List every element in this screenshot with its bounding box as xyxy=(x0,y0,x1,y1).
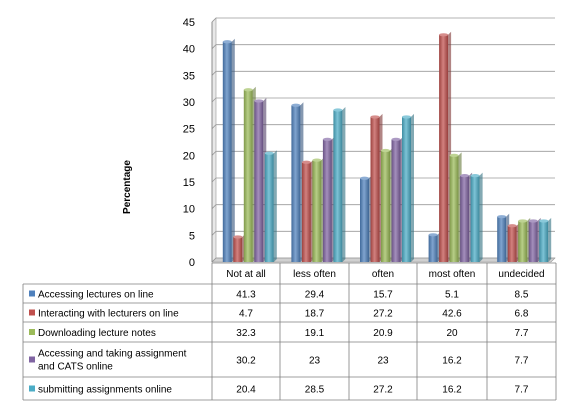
table-cell-value: 4.7 xyxy=(239,309,253,320)
y-tick-label: 25 xyxy=(183,124,195,136)
legend-label: Accessing and taking assignment xyxy=(38,349,187,360)
data-table: Not at all less often often most often undec… xyxy=(22,262,557,401)
bar xyxy=(449,152,462,262)
y-axis-title: Percentage xyxy=(122,160,133,214)
bar xyxy=(381,147,393,262)
bar xyxy=(391,136,404,262)
bar xyxy=(460,172,473,262)
bar xyxy=(264,150,277,262)
bar xyxy=(518,217,531,262)
bar xyxy=(301,159,314,262)
legend-label: Downloading lecture notes xyxy=(38,328,156,339)
bar xyxy=(360,175,372,262)
y-axis: 0 5 10 15 20 25 30 35 40 45 xyxy=(183,17,213,269)
table-cell-value: 18.7 xyxy=(305,309,325,320)
table-cell-value: 23 xyxy=(377,356,389,367)
table-cell-value: 20.4 xyxy=(236,385,256,396)
x-category-label: Not at all xyxy=(226,269,265,280)
y-tick-label: 10 xyxy=(183,204,195,216)
bar xyxy=(402,113,414,262)
table-cell-value: 27.2 xyxy=(373,385,393,396)
bar xyxy=(528,217,541,262)
bar xyxy=(222,38,235,262)
bar xyxy=(233,233,246,262)
y-tick-label: 35 xyxy=(183,70,195,82)
table-cell-value: 32.3 xyxy=(236,328,256,339)
table-cell-value: 28.5 xyxy=(305,385,325,396)
y-tick-label: 20 xyxy=(183,150,195,162)
gridline xyxy=(211,70,555,76)
y-tick-label: 0 xyxy=(189,257,195,269)
table-cell-value: 19.1 xyxy=(305,328,325,339)
legend-label: submitting assignments online xyxy=(38,385,172,396)
legend-key xyxy=(29,290,35,297)
bar xyxy=(497,213,510,262)
table-cell-value: 7.7 xyxy=(515,356,529,367)
table-cell-value: 20 xyxy=(446,328,458,339)
bar xyxy=(439,31,452,262)
bar xyxy=(322,136,335,262)
bar xyxy=(312,157,325,262)
table-cell-value: 29.4 xyxy=(305,290,325,301)
bar xyxy=(243,86,256,262)
bars xyxy=(222,31,552,262)
table-cell-value: 5.1 xyxy=(445,290,459,301)
bar xyxy=(470,172,483,262)
table-cell-value: 41.3 xyxy=(236,290,256,301)
table-cell-value: 23 xyxy=(309,356,321,367)
table-cell-value: 6.8 xyxy=(515,309,529,320)
table-cell-value: 42.6 xyxy=(442,309,462,320)
x-category-label: less often xyxy=(293,269,336,280)
table-cell-value: 27.2 xyxy=(373,309,393,320)
legend-label: and CATS online xyxy=(38,362,113,373)
side-wall xyxy=(211,17,217,263)
bar xyxy=(539,217,552,262)
legend-label: Interacting with lecturers on line xyxy=(38,309,179,320)
bar xyxy=(370,113,383,262)
y-tick-label: 30 xyxy=(183,97,195,109)
x-category-label: undecided xyxy=(498,269,544,280)
legend-key xyxy=(29,385,35,392)
table-cell-value: 16.2 xyxy=(442,385,462,396)
legend-key xyxy=(29,329,35,335)
gridline xyxy=(211,44,555,49)
bar xyxy=(428,231,441,262)
table-cell-value: 8.5 xyxy=(515,290,529,301)
table-cell-value: 7.7 xyxy=(515,385,529,396)
legend-label: Accessing lectures on line xyxy=(38,290,154,301)
table-cell-value: 15.7 xyxy=(373,290,393,301)
table-cell-value: 16.2 xyxy=(442,356,462,367)
legend-key xyxy=(29,309,35,316)
y-tick-label: 40 xyxy=(183,44,195,56)
bar xyxy=(291,102,304,262)
x-category-label: most often xyxy=(429,269,476,280)
bar xyxy=(333,107,346,262)
gridline xyxy=(211,17,555,23)
x-category-label: often xyxy=(372,269,394,280)
table-cell-value: 7.7 xyxy=(515,328,529,339)
table-cell-value: 20.9 xyxy=(373,328,393,339)
table-cell-value: 30.2 xyxy=(236,356,256,367)
bar xyxy=(254,97,267,262)
y-tick-label: 45 xyxy=(183,17,195,29)
bar xyxy=(507,222,520,262)
legend-key xyxy=(29,356,35,363)
y-tick-label: 5 xyxy=(189,230,195,242)
y-tick-label: 15 xyxy=(183,177,195,189)
